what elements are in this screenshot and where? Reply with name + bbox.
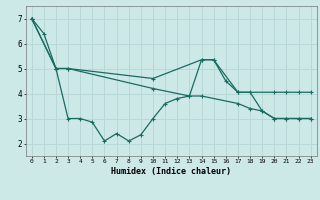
- X-axis label: Humidex (Indice chaleur): Humidex (Indice chaleur): [111, 167, 231, 176]
